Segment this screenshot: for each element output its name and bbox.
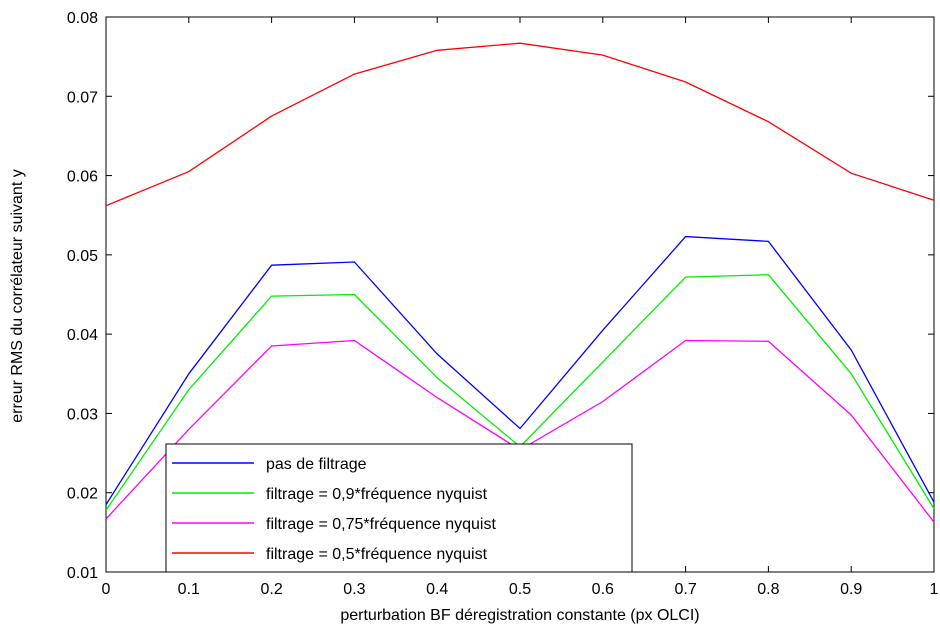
legend-label-3: filtrage = 0,75*fréquence nyquist xyxy=(266,516,496,533)
legend-label-1: pas de filtrage xyxy=(266,456,367,473)
x-tick-label: 0 xyxy=(102,581,111,598)
x-tick-label: 0.4 xyxy=(426,581,448,598)
x-tick-label: 1 xyxy=(930,581,939,598)
y-tick-label: 0.08 xyxy=(67,10,98,27)
series-line-1 xyxy=(105,235,935,505)
x-tick-label: 0.3 xyxy=(343,581,365,598)
legend-label-2: filtrage = 0,9*fréquence nyquist xyxy=(266,486,488,503)
y-axis-ticks: 0.01 0.02 0.03 0.04 0.05 0.06 0.07 0.08 xyxy=(67,10,934,582)
y-tick-label: 0.05 xyxy=(67,248,98,265)
y-tick-label: 0.07 xyxy=(67,89,98,106)
x-axis-label: perturbation BF déregistration constante… xyxy=(340,607,699,624)
y-axis-label: erreur RMS du corrélateur suivant y xyxy=(9,169,26,422)
x-tick-label: 0.1 xyxy=(178,581,200,598)
x-tick-label: 0.5 xyxy=(509,581,531,598)
x-tick-label: 0.7 xyxy=(674,581,696,598)
x-tick-label: 0.9 xyxy=(840,581,862,598)
y-tick-label: 0.04 xyxy=(67,327,98,344)
x-axis-ticks: 0 0.1 0.2 0.3 0.4 0.5 0.6 0.7 0.8 0.9 1 xyxy=(102,17,939,598)
legend-box xyxy=(165,443,633,573)
y-tick-label: 0.01 xyxy=(67,565,98,582)
x-tick-label: 0.6 xyxy=(592,581,614,598)
series-line-4 xyxy=(105,42,935,207)
legend-label-4: filtrage = 0,5*fréquence nyquist xyxy=(266,546,488,563)
legend: pas de filtrage filtrage = 0,9*fréquence … xyxy=(165,443,633,573)
x-tick-label: 0.8 xyxy=(757,581,779,598)
y-tick-label: 0.02 xyxy=(67,486,98,503)
y-tick-label: 0.03 xyxy=(67,406,98,423)
x-tick-label: 0.2 xyxy=(260,581,282,598)
y-tick-label: 0.06 xyxy=(67,169,98,186)
